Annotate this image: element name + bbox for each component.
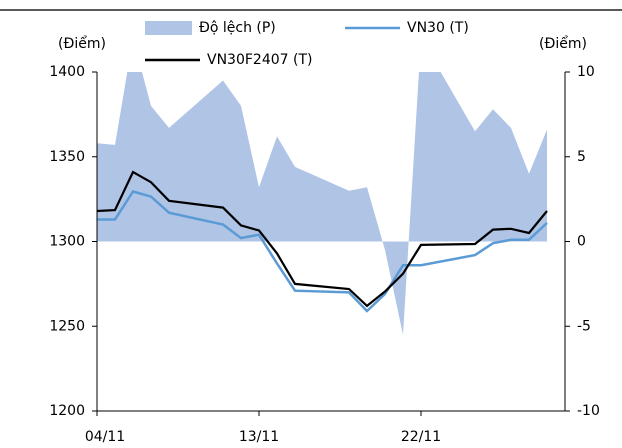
- legend-label: VN30 (T): [407, 20, 469, 36]
- x-tick-label: 22/11: [401, 429, 441, 445]
- x-tick-label: 04/11: [85, 429, 125, 445]
- legend-label: Độ lệch (P): [199, 20, 276, 36]
- y2-tick-label: 5: [577, 149, 586, 165]
- y2-tick-label: -10: [577, 403, 600, 419]
- y-axis-label: (Điểm): [58, 35, 106, 52]
- y-tick-label: 1400: [49, 64, 85, 80]
- y2-tick-label: 0: [577, 234, 586, 250]
- legend-label: VN30F2407 (T): [207, 52, 312, 68]
- y2-tick-label: 10: [577, 64, 595, 80]
- y-tick-label: 1250: [49, 318, 85, 334]
- y-tick-label: 1350: [49, 149, 85, 165]
- y2-tick-label: -5: [577, 318, 591, 334]
- legend-swatch: [145, 21, 192, 35]
- y-tick-label: 1300: [49, 234, 85, 250]
- x-tick-label: 13/11: [239, 429, 279, 445]
- plot-area: [97, 72, 548, 335]
- y2-axis-label: (Điểm): [539, 35, 587, 52]
- line: [97, 190, 548, 313]
- line: [97, 170, 548, 308]
- y-tick-label: 1200: [49, 403, 85, 419]
- area: [97, 72, 547, 335]
